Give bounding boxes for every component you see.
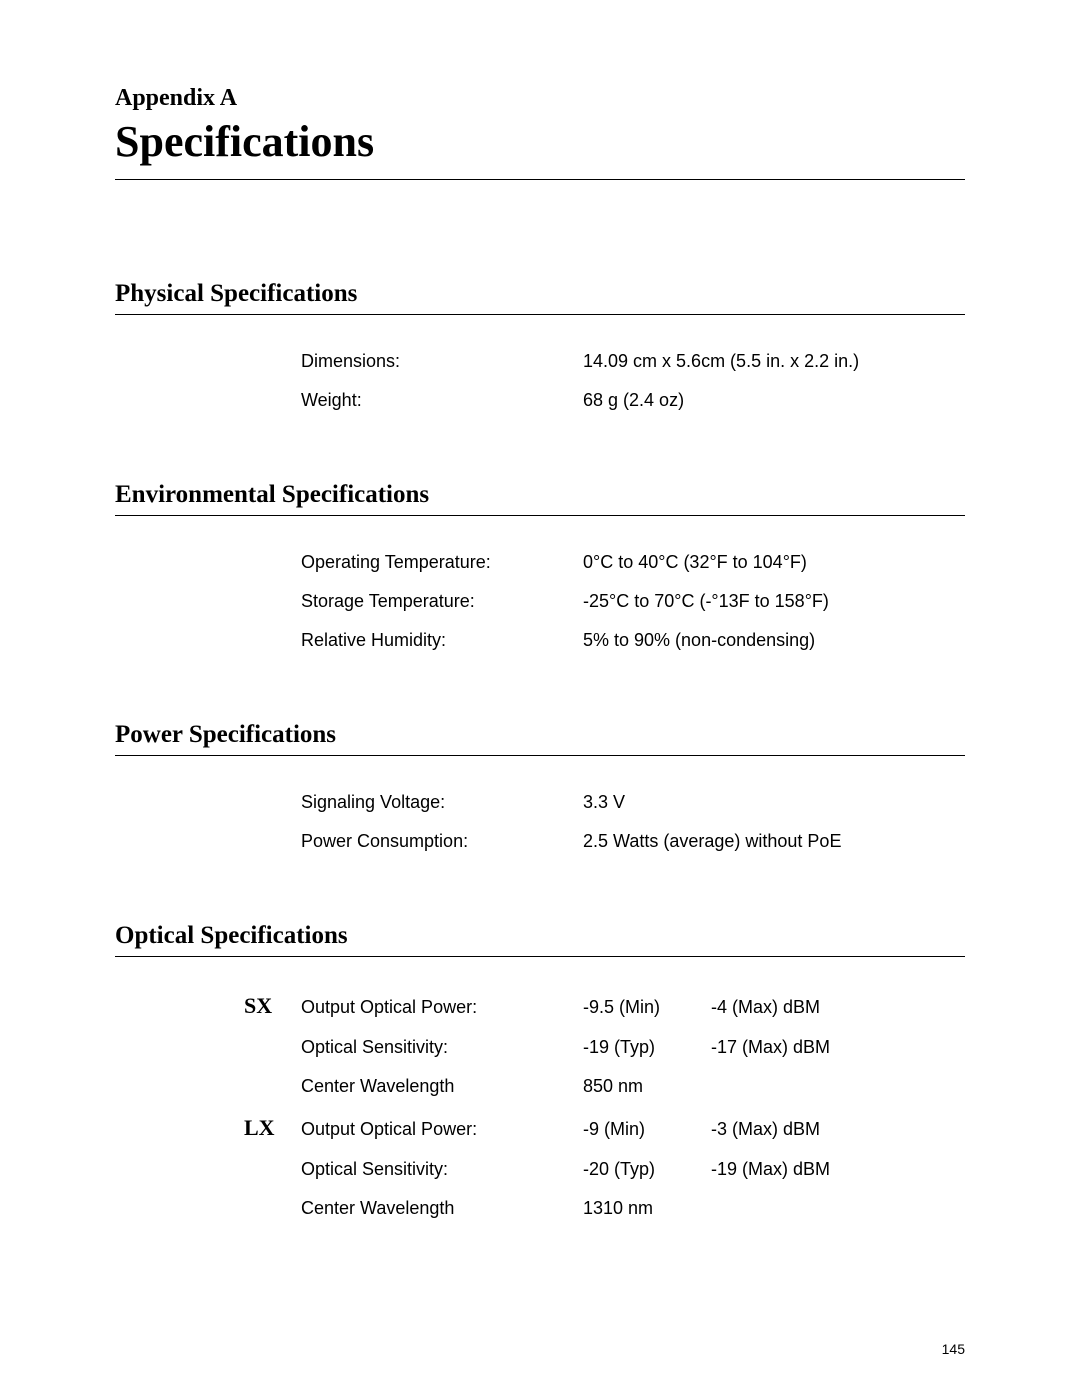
spec-label: Output Optical Power: <box>301 997 583 1018</box>
spec-value: -9 (Min) <box>583 1119 711 1140</box>
spec-label: Center Wavelength <box>301 1198 583 1219</box>
section-title-physical: Physical Specifications <box>115 280 965 315</box>
spec-value: 5% to 90% (non-condensing) <box>583 630 965 651</box>
spec-label: Operating Temperature: <box>301 552 583 573</box>
spec-row: Weight: 68 g (2.4 oz) <box>301 390 965 411</box>
page-title: Specifications <box>115 116 965 180</box>
spec-value: -3 (Max) dBM <box>711 1119 965 1140</box>
section-physical: Physical Specifications Dimensions: 14.0… <box>115 280 965 411</box>
spec-label: Dimensions: <box>301 351 583 372</box>
spec-row: Operating Temperature: 0°C to 40°C (32°F… <box>301 552 965 573</box>
spec-label: Optical Sensitivity: <box>301 1159 583 1180</box>
optical-group-lx: LX Output Optical Power: -9 (Min) -3 (Ma… <box>244 1115 965 1219</box>
spec-value: -17 (Max) dBM <box>711 1037 965 1058</box>
section-title-optical: Optical Specifications <box>115 922 965 957</box>
spec-label: Power Consumption: <box>301 831 583 852</box>
spec-row: SX Output Optical Power: -9.5 (Min) -4 (… <box>244 993 965 1019</box>
optical-group-sx: SX Output Optical Power: -9.5 (Min) -4 (… <box>244 993 965 1097</box>
spec-row: Storage Temperature: -25°C to 70°C (-°13… <box>301 591 965 612</box>
section-title-environmental: Environmental Specifications <box>115 481 965 516</box>
spec-value: -9.5 (Min) <box>583 997 711 1018</box>
optical-prefix: SX <box>244 993 301 1019</box>
optical-prefix: LX <box>244 1115 301 1141</box>
spec-value: 2.5 Watts (average) without PoE <box>583 831 965 852</box>
spec-row: Power Consumption: 2.5 Watts (average) w… <box>301 831 965 852</box>
spec-label: Signaling Voltage: <box>301 792 583 813</box>
spec-value: 14.09 cm x 5.6cm (5.5 in. x 2.2 in.) <box>583 351 965 372</box>
spec-value: -20 (Typ) <box>583 1159 711 1180</box>
spec-label: Relative Humidity: <box>301 630 583 651</box>
spec-row: Dimensions: 14.09 cm x 5.6cm (5.5 in. x … <box>301 351 965 372</box>
spec-label: Center Wavelength <box>301 1076 583 1097</box>
section-optical: Optical Specifications SX Output Optical… <box>115 922 965 1219</box>
spec-table-physical: Dimensions: 14.09 cm x 5.6cm (5.5 in. x … <box>115 351 965 411</box>
spec-value: 1310 nm <box>583 1198 711 1219</box>
spec-value: 3.3 V <box>583 792 965 813</box>
spec-label: Output Optical Power: <box>301 1119 583 1140</box>
spec-row: LX Output Optical Power: -9 (Min) -3 (Ma… <box>244 1115 965 1141</box>
spec-value: 850 nm <box>583 1076 711 1097</box>
spec-row: Optical Sensitivity: -19 (Typ) -17 (Max)… <box>244 1037 965 1058</box>
spec-table-optical: SX Output Optical Power: -9.5 (Min) -4 (… <box>115 993 965 1219</box>
spec-label: Weight: <box>301 390 583 411</box>
spec-row: Relative Humidity: 5% to 90% (non-conden… <box>301 630 965 651</box>
spec-row: Center Wavelength 850 nm <box>244 1076 965 1097</box>
spec-value: 68 g (2.4 oz) <box>583 390 965 411</box>
section-power: Power Specifications Signaling Voltage: … <box>115 721 965 852</box>
spec-row: Center Wavelength 1310 nm <box>244 1198 965 1219</box>
section-environmental: Environmental Specifications Operating T… <box>115 481 965 651</box>
spec-value: -25°C to 70°C (-°13F to 158°F) <box>583 591 965 612</box>
spec-row: Signaling Voltage: 3.3 V <box>301 792 965 813</box>
spec-table-power: Signaling Voltage: 3.3 V Power Consumpti… <box>115 792 965 852</box>
spec-label: Optical Sensitivity: <box>301 1037 583 1058</box>
spec-table-environmental: Operating Temperature: 0°C to 40°C (32°F… <box>115 552 965 651</box>
spec-value: -19 (Max) dBM <box>711 1159 965 1180</box>
spec-value: -19 (Typ) <box>583 1037 711 1058</box>
spec-value: -4 (Max) dBM <box>711 997 965 1018</box>
section-title-power: Power Specifications <box>115 721 965 756</box>
spec-label: Storage Temperature: <box>301 591 583 612</box>
spec-row: Optical Sensitivity: -20 (Typ) -19 (Max)… <box>244 1159 965 1180</box>
appendix-label: Appendix A <box>115 85 965 112</box>
spec-value: 0°C to 40°C (32°F to 104°F) <box>583 552 965 573</box>
page-number: 145 <box>942 1341 965 1357</box>
